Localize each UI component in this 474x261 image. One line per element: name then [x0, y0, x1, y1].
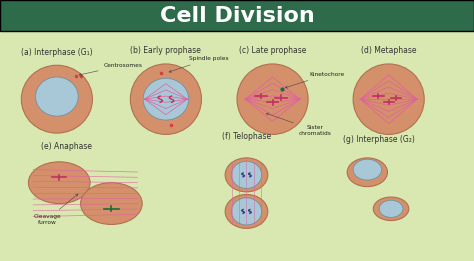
- Ellipse shape: [353, 159, 382, 180]
- Ellipse shape: [36, 77, 78, 116]
- Ellipse shape: [225, 158, 268, 192]
- Text: (b) Early prophase: (b) Early prophase: [130, 46, 201, 55]
- Ellipse shape: [231, 198, 262, 225]
- Ellipse shape: [143, 78, 189, 120]
- Ellipse shape: [130, 64, 201, 134]
- Text: (f) Telophase: (f) Telophase: [222, 132, 271, 141]
- Ellipse shape: [28, 162, 90, 204]
- Ellipse shape: [225, 194, 268, 228]
- Text: (d) Metaphase: (d) Metaphase: [361, 46, 417, 55]
- Text: Centrosomes: Centrosomes: [79, 63, 143, 76]
- Ellipse shape: [374, 197, 409, 221]
- Ellipse shape: [231, 161, 262, 188]
- Text: (a) Interphase (G₁): (a) Interphase (G₁): [21, 49, 93, 57]
- FancyBboxPatch shape: [0, 0, 474, 31]
- Text: Cell Division: Cell Division: [160, 6, 314, 26]
- Text: Spindle poles: Spindle poles: [169, 56, 228, 72]
- Ellipse shape: [81, 183, 142, 224]
- Text: Sister
chromatids: Sister chromatids: [266, 113, 332, 136]
- Text: Cleavage
furrow: Cleavage furrow: [34, 194, 78, 225]
- Ellipse shape: [237, 64, 308, 134]
- Ellipse shape: [379, 200, 403, 217]
- Text: (c) Late prophase: (c) Late prophase: [239, 46, 306, 55]
- Text: (g) Interphase (G₂): (g) Interphase (G₂): [343, 135, 415, 144]
- Ellipse shape: [347, 158, 387, 187]
- Text: Kinetochore: Kinetochore: [285, 72, 345, 88]
- Ellipse shape: [21, 65, 92, 133]
- Text: (e) Anaphase: (e) Anaphase: [41, 143, 92, 151]
- Ellipse shape: [353, 64, 424, 134]
